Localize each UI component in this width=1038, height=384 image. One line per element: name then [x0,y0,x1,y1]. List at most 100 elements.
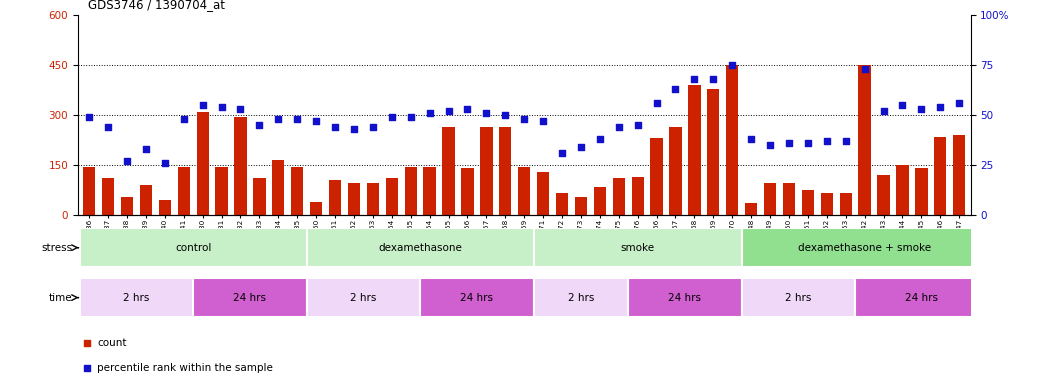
Point [894,102,910,108]
Bar [651,139,662,215]
Bar [934,137,947,215]
Point [592,136,608,142]
Point [535,118,551,124]
Text: 24 hrs: 24 hrs [668,293,702,303]
Point [138,146,155,152]
Point [251,122,268,128]
Bar [216,167,227,215]
Text: 2 hrs: 2 hrs [350,293,377,303]
Bar [764,184,776,215]
Point [516,116,532,122]
Point [875,108,892,114]
Point [838,138,854,144]
Bar [159,200,171,215]
Point [81,114,98,120]
Text: 2 hrs: 2 hrs [785,293,812,303]
Text: dexamethasone + smoke: dexamethasone + smoke [798,243,931,253]
Point [762,142,778,148]
Text: 24 hrs: 24 hrs [234,293,267,303]
Point [157,160,173,166]
Bar [821,194,832,215]
Bar [916,169,928,215]
Bar [556,194,568,215]
Point [175,116,192,122]
Text: percentile rank within the sample: percentile rank within the sample [98,362,273,373]
Bar [534,278,628,317]
Point [610,124,627,130]
Bar [594,187,606,215]
Bar [688,85,701,215]
Bar [499,127,512,215]
Point [913,106,930,112]
Bar [310,202,322,215]
Bar [628,278,742,317]
Bar [783,184,795,215]
Bar [537,172,549,215]
Bar [102,179,114,215]
Bar [420,278,534,317]
Bar [120,197,133,215]
Bar [461,169,473,215]
Bar [329,180,342,215]
Point [459,106,475,112]
Bar [742,278,855,317]
Bar [140,185,153,215]
Text: GDS3746 / 1390704_at: GDS3746 / 1390704_at [88,0,225,12]
Point [743,136,760,142]
Bar [291,167,303,215]
Bar [896,165,908,215]
Bar [177,167,190,215]
Bar [235,117,247,215]
Point [194,102,211,108]
Bar [405,167,417,215]
Point [383,114,400,120]
Point [346,126,362,132]
Bar [727,65,738,215]
Bar [83,167,95,215]
Bar [348,184,360,215]
Bar [366,184,379,215]
Point [440,108,457,114]
Bar [670,127,682,215]
Text: 24 hrs: 24 hrs [905,293,938,303]
Bar [858,65,871,215]
Bar [745,204,758,215]
Text: stress: stress [42,243,73,253]
Text: 2 hrs: 2 hrs [124,293,149,303]
Bar [801,190,814,215]
Point [79,340,95,346]
Point [799,140,816,146]
Bar [953,135,965,215]
Bar [442,127,455,215]
Point [686,76,703,82]
Bar [193,278,306,317]
Text: time: time [49,293,73,303]
Bar [196,112,209,215]
Bar [575,197,588,215]
Point [213,104,229,110]
Bar [80,278,193,317]
Text: control: control [175,243,212,253]
Point [819,138,836,144]
Bar [518,167,530,215]
Point [79,365,95,371]
Point [573,144,590,150]
Point [403,114,419,120]
Bar [877,175,890,215]
Text: 24 hrs: 24 hrs [461,293,493,303]
Bar [707,89,719,215]
Bar [855,278,987,317]
Text: 2 hrs: 2 hrs [568,293,594,303]
Text: dexamethasone: dexamethasone [378,243,462,253]
Point [856,66,873,72]
Point [553,150,570,156]
Point [667,86,684,92]
Point [270,116,286,122]
Bar [272,160,284,215]
Bar [840,194,852,215]
Bar [742,228,987,267]
Bar [631,177,644,215]
Point [951,100,967,106]
Point [781,140,797,146]
Point [421,110,438,116]
